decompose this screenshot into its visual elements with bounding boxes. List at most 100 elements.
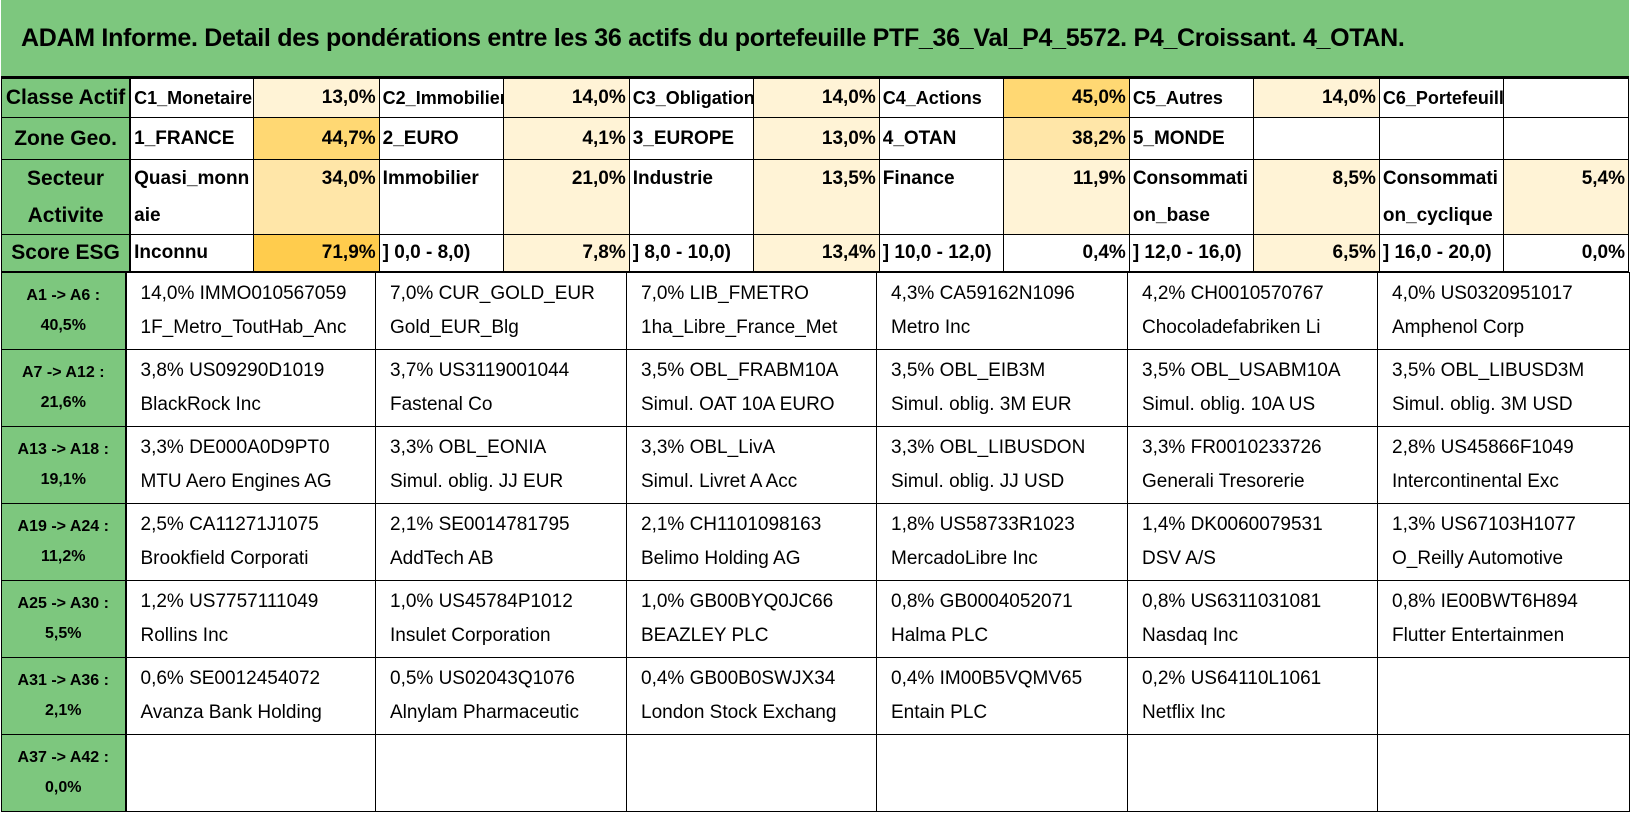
asset-name: Simul. Livret A Acc bbox=[641, 471, 798, 492]
asset-name: Insulet Corporation bbox=[390, 625, 551, 646]
asset-cell bbox=[1377, 734, 1630, 812]
asset-name: Chocoladefabriken Li bbox=[1142, 317, 1321, 338]
asset-cell: 2,5% CA11271J1075 Brookfield Corporati bbox=[125, 503, 376, 581]
asset-weight-code: 0,8% US6311031081 bbox=[1142, 591, 1322, 612]
asset-cell: 0,5% US02043Q1076 Alnylam Pharmaceutic bbox=[375, 657, 627, 735]
asset-row-label: A1 -> A6 : 40,5% bbox=[1, 272, 127, 350]
summary-name: C2_Immobilier bbox=[378, 78, 505, 118]
asset-range-total: 21,6% bbox=[40, 394, 86, 411]
summary-pct: 6,5% bbox=[1253, 234, 1380, 273]
asset-cell: 3,8% US09290D1019 BlackRock Inc bbox=[125, 349, 376, 427]
asset-cell: 1,2% US7757111049 Rollins Inc bbox=[125, 580, 376, 658]
summary-name: ] 12,0 - 16,0) bbox=[1128, 234, 1255, 273]
asset-cell: 0,2% US64110L1061 Netflix Inc bbox=[1127, 657, 1378, 735]
summary-pct: 21,0% bbox=[503, 159, 630, 235]
summary-name: 5_MONDE bbox=[1128, 117, 1255, 160]
summary-pct bbox=[1503, 78, 1629, 118]
summary-pct: 14,0% bbox=[503, 78, 630, 118]
asset-weight-code: 4,0% US0320951017 bbox=[1392, 283, 1573, 304]
asset-weight-code: 0,4% IM00B5VQMV65 bbox=[891, 668, 1083, 689]
asset-name: 1F_Metro_ToutHab_Anc bbox=[140, 317, 347, 338]
asset-name: Avanza Bank Holding bbox=[140, 702, 322, 723]
asset-name: Halma PLC bbox=[891, 625, 989, 646]
asset-name: Metro Inc bbox=[891, 317, 971, 338]
asset-row: A25 -> A30 : 5,5% 1,2% US7757111049 Rollins… bbox=[1, 580, 1630, 658]
summary-name: 2_EURO bbox=[378, 117, 505, 160]
asset-name: Flutter Entertainmen bbox=[1392, 625, 1565, 646]
summary-pct: 8,5% bbox=[1253, 159, 1380, 235]
row-label: Classe Actif bbox=[1, 78, 132, 118]
asset-name: 1ha_Libre_France_Met bbox=[641, 317, 838, 338]
asset-row-label: A25 -> A30 : 5,5% bbox=[1, 580, 127, 658]
asset-cell: 0,6% SE0012454072 Avanza Bank Holding bbox=[125, 657, 376, 735]
asset-row-label: A37 -> A42 : 0,0% bbox=[1, 734, 127, 812]
asset-name: Brookfield Corporati bbox=[140, 548, 309, 569]
row-label: Score ESG bbox=[1, 234, 132, 273]
summary-name: ] 8,0 - 10,0) bbox=[628, 234, 755, 273]
asset-range-total: 40,5% bbox=[40, 317, 86, 334]
asset-range: A31 -> A36 : bbox=[17, 672, 109, 689]
asset-range-total: 0,0% bbox=[45, 779, 82, 796]
summary-pct: 45,0% bbox=[1003, 78, 1130, 118]
asset-weight-code: 3,5% OBL_FRABM10A bbox=[641, 360, 839, 381]
asset-cell bbox=[876, 734, 1128, 812]
summary-pct: 13,0% bbox=[253, 78, 380, 118]
asset-weight-code: 1,2% US7757111049 bbox=[140, 591, 319, 612]
asset-cell: 3,5% OBL_FRABM10A Simul. OAT 10A EURO bbox=[626, 349, 877, 427]
asset-name: Simul. oblig. JJ USD bbox=[891, 471, 1065, 492]
asset-weight-code: 3,5% OBL_USABM10A bbox=[1142, 360, 1341, 381]
asset-name: DSV A/S bbox=[1142, 548, 1216, 569]
asset-name: Fastenal Co bbox=[390, 394, 493, 415]
asset-name: Rollins Inc bbox=[140, 625, 229, 646]
asset-range: A1 -> A6 : bbox=[26, 287, 101, 304]
asset-weight-code: 3,3% FR0010233726 bbox=[1142, 437, 1322, 458]
asset-range-total: 19,1% bbox=[40, 471, 86, 488]
asset-weight-code: 0,2% US64110L1061 bbox=[1142, 668, 1322, 689]
asset-cell: 1,0% US45784P1012 Insulet Corporation bbox=[375, 580, 627, 658]
asset-cell bbox=[1377, 657, 1630, 735]
asset-name: BlackRock Inc bbox=[140, 394, 261, 415]
asset-cell bbox=[375, 734, 627, 812]
asset-name: Gold_EUR_Blg bbox=[390, 317, 519, 338]
asset-weight-code: 2,8% US45866F1049 bbox=[1392, 437, 1574, 458]
summary-row-secteur-activite: Secteur Activite Quasi_monnaie 34,0% Immo… bbox=[1, 159, 1629, 235]
asset-range-total: 11,2% bbox=[41, 548, 86, 565]
asset-cell: 1,3% US67103H1077 O_Reilly Automotive bbox=[1377, 503, 1630, 581]
asset-cell: 3,5% OBL_USABM10A Simul. oblig. 10A US bbox=[1127, 349, 1378, 427]
asset-cell: 0,4% GB00B0SWJX34 London Stock Exchang bbox=[626, 657, 877, 735]
summary-name: C6_Portefeuill bbox=[1378, 78, 1505, 118]
asset-cell: 4,2% CH0010570767 Chocoladefabriken Li bbox=[1127, 272, 1378, 350]
asset-weight-code: 3,3% DE000A0D9PT0 bbox=[140, 437, 330, 458]
asset-weight-code: 2,5% CA11271J1075 bbox=[140, 514, 319, 535]
asset-cell: 0,4% IM00B5VQMV65 Entain PLC bbox=[876, 657, 1128, 735]
summary-pct bbox=[1503, 117, 1629, 160]
asset-weight-code: 3,3% OBL_LIBUSDON bbox=[891, 437, 1086, 458]
summary-pct: 44,7% bbox=[253, 117, 380, 160]
asset-cell: 2,1% SE0014781795 AddTech AB bbox=[375, 503, 627, 581]
asset-row: A37 -> A42 : 0,0% bbox=[1, 734, 1630, 812]
asset-cell: 1,8% US58733R1023 MercadoLibre Inc bbox=[876, 503, 1128, 581]
asset-cell bbox=[1127, 734, 1378, 812]
summary-pct: 7,8% bbox=[503, 234, 630, 273]
summary-name: ] 10,0 - 12,0) bbox=[878, 234, 1005, 273]
row-label-line2: Activite bbox=[27, 204, 104, 227]
summary-pct: 4,1% bbox=[503, 117, 630, 160]
asset-cell: 3,3% OBL_LIBUSDON Simul. oblig. JJ USD bbox=[876, 426, 1128, 504]
asset-weight-code: 3,3% OBL_EONIA bbox=[390, 437, 547, 458]
asset-cell: 3,3% OBL_LivA Simul. Livret A Acc bbox=[626, 426, 877, 504]
summary-name: ] 0,0 - 8,0) bbox=[378, 234, 505, 273]
asset-cell: 7,0% CUR_GOLD_EUR Gold_EUR_Blg bbox=[375, 272, 627, 350]
asset-weight-code: 4,2% CH0010570767 bbox=[1142, 283, 1324, 304]
asset-range: A13 -> A18 : bbox=[17, 441, 109, 458]
asset-name: Generali Tresorerie bbox=[1142, 471, 1305, 492]
asset-name: Netflix Inc bbox=[1142, 702, 1226, 723]
asset-name: Amphenol Corp bbox=[1392, 317, 1525, 338]
summary-row-score-esg: Score ESG Inconnu 71,9% ] 0,0 - 8,0) 7,8… bbox=[1, 234, 1629, 273]
summary-name: ] 16,0 - 20,0) bbox=[1378, 234, 1505, 273]
asset-cell: 0,8% US6311031081 Nasdaq Inc bbox=[1127, 580, 1378, 658]
summary-pct: 14,0% bbox=[753, 78, 880, 118]
asset-name: O_Reilly Automotive bbox=[1392, 548, 1564, 569]
asset-weight-code: 1,3% US67103H1077 bbox=[1392, 514, 1576, 535]
asset-cell: 2,1% CH1101098163 Belimo Holding AG bbox=[626, 503, 877, 581]
